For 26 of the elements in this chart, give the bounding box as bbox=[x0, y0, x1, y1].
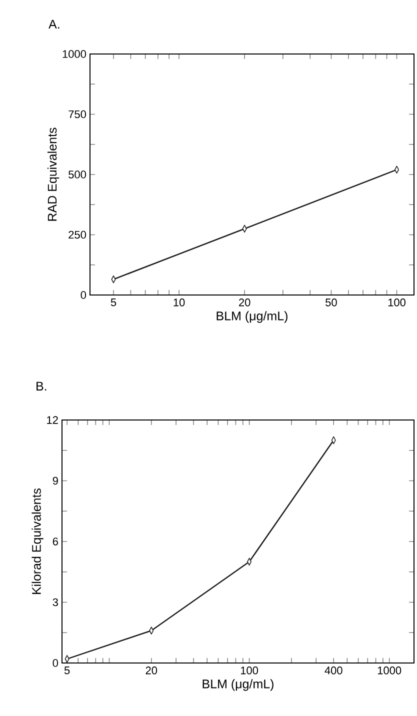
y-tick-label: 1000 bbox=[62, 50, 86, 58]
chart-title: B. bbox=[36, 382, 46, 390]
x-tick-label: 1000 bbox=[378, 666, 402, 674]
x-axis-title: BLM (μg/mL) bbox=[202, 679, 274, 691]
x-tick-label: 100 bbox=[240, 666, 258, 674]
x-tick-label: 100 bbox=[388, 298, 406, 306]
y-tick-label: 9 bbox=[52, 476, 58, 485]
x-tick-label: 20 bbox=[146, 666, 158, 674]
x-tick-label: 5 bbox=[64, 666, 70, 674]
y-axis-title: RAD Equivalents bbox=[47, 128, 60, 221]
x-tick-label: 400 bbox=[324, 666, 342, 674]
y-tick-label: 6 bbox=[52, 538, 58, 546]
x-tick-label: 10 bbox=[174, 298, 185, 306]
y-tick-label: 250 bbox=[68, 230, 86, 239]
x-axis-title: BLM (μg/mL) bbox=[216, 311, 288, 323]
x-tick-label: 5 bbox=[110, 298, 116, 306]
x-tick-label: 50 bbox=[326, 298, 337, 306]
y-tick-label: 0 bbox=[52, 659, 58, 667]
chart-title: A. bbox=[48, 20, 60, 28]
y-tick-label: 3 bbox=[52, 598, 58, 606]
y-tick-label: 0 bbox=[80, 291, 86, 299]
y-axis-title: Kilorad Equivalents bbox=[32, 488, 44, 594]
y-tick-label: 12 bbox=[47, 416, 58, 424]
y-tick-label: 750 bbox=[68, 110, 86, 118]
y-tick-label: 500 bbox=[68, 170, 86, 178]
x-tick-label: 20 bbox=[239, 298, 250, 306]
